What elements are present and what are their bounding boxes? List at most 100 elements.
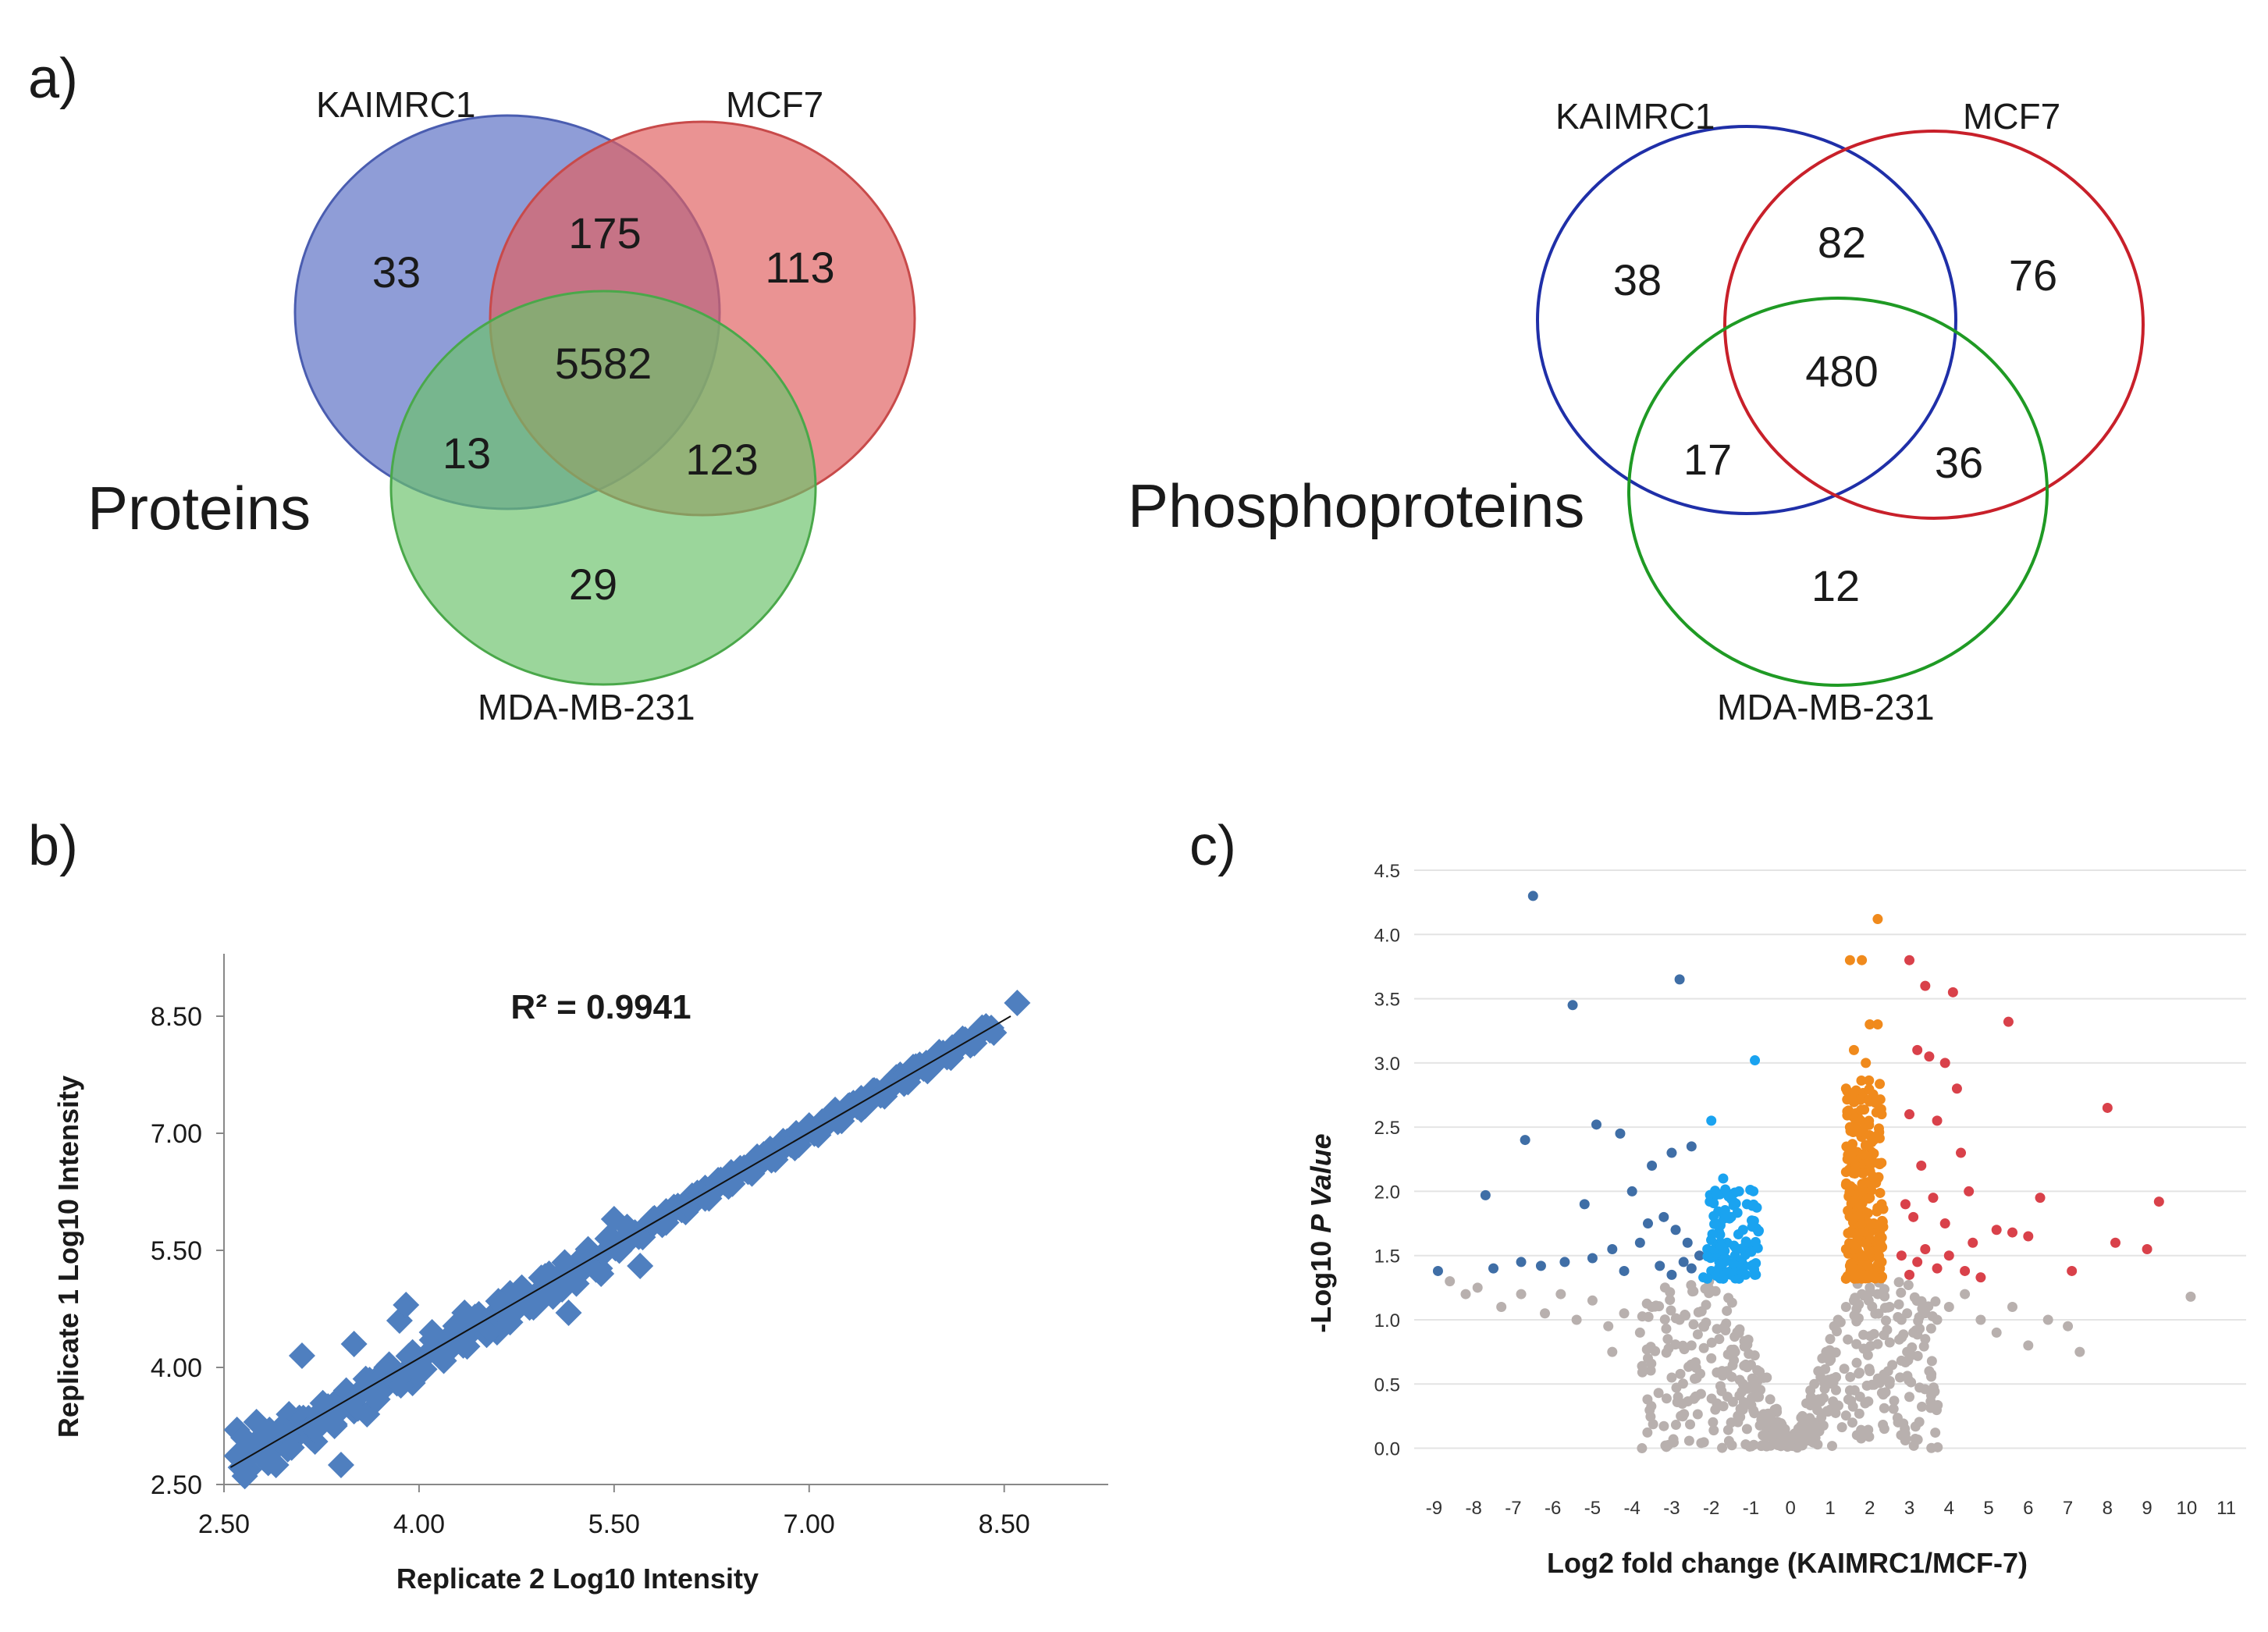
chart-c-point-ns bbox=[1641, 1298, 1652, 1309]
chart-c-point-up_strong bbox=[2102, 1102, 2113, 1113]
chart-c-point-ns bbox=[1825, 1334, 1836, 1345]
chart-c-point-up bbox=[1846, 1264, 1857, 1275]
chart-c-xtick-label: -2 bbox=[1703, 1498, 1719, 1519]
chart-b-xtick-label: 5.50 bbox=[588, 1509, 640, 1539]
venn-proteins-region-kaimrc1-mda: 13 bbox=[443, 428, 491, 478]
chart-c-point-ns bbox=[1820, 1364, 1831, 1374]
chart-c-point-ns bbox=[1665, 1305, 1676, 1316]
chart-c-point-ns bbox=[1460, 1289, 1471, 1300]
chart-c-point-ns bbox=[1710, 1285, 1721, 1296]
chart-c-point-ns bbox=[1619, 1308, 1630, 1319]
venn-proteins-title: Proteins bbox=[87, 474, 311, 542]
chart-c-point-ns bbox=[1668, 1434, 1679, 1445]
chart-c-point-up_strong bbox=[1960, 1265, 1971, 1276]
chart-c-point-down bbox=[1702, 1251, 1713, 1262]
chart-c-point-ns bbox=[1670, 1313, 1681, 1324]
chart-b-ytick-label: 2.50 bbox=[151, 1470, 202, 1500]
chart-c-ytick-label: 2.0 bbox=[1374, 1182, 1400, 1203]
chart-c-point-up_strong bbox=[1939, 1058, 1950, 1068]
chart-c-point-ns bbox=[1897, 1332, 1907, 1343]
chart-c-point-ns bbox=[1648, 1419, 1658, 1430]
chart-c-point-up_strong bbox=[1924, 1051, 1935, 1062]
chart-c-point-ns bbox=[1858, 1329, 1869, 1340]
chart-b-point bbox=[555, 1300, 582, 1326]
chart-c-point-ns bbox=[1729, 1355, 1740, 1366]
chart-c-point-down_strong bbox=[1535, 1260, 1546, 1271]
chart-c-point-up_strong bbox=[1928, 1193, 1939, 1204]
chart-c-point-ns bbox=[1747, 1373, 1758, 1384]
chart-c-point-down_strong bbox=[1579, 1199, 1590, 1210]
chart-c-point-ns bbox=[1879, 1403, 1889, 1413]
chart-c-ytick-label: 3.0 bbox=[1374, 1054, 1400, 1075]
chart-c-point-up bbox=[1857, 955, 1868, 965]
chart-c-point-ns bbox=[1645, 1342, 1656, 1353]
chart-c-point-ns bbox=[1746, 1400, 1757, 1411]
chart-c-point-up_strong bbox=[1975, 1272, 1986, 1283]
chart-c-point-ns bbox=[1661, 1393, 1672, 1404]
chart-c-ylabel-plain: -Log10 bbox=[1305, 1233, 1337, 1333]
chart-c-ytick-label: 1.5 bbox=[1374, 1246, 1400, 1268]
chart-c-point-ns bbox=[1830, 1407, 1841, 1418]
chart-b-point bbox=[627, 1253, 654, 1279]
chart-c-point-down bbox=[1708, 1211, 1719, 1221]
chart-c-point-up_strong bbox=[2023, 1231, 2034, 1242]
chart-c-point-ns bbox=[1793, 1435, 1804, 1445]
chart-c-point-ns bbox=[1908, 1440, 1919, 1451]
chart-c-point-ns bbox=[1881, 1315, 1892, 1326]
chart-c-point-ns bbox=[1649, 1301, 1660, 1312]
chart-c-point-ns bbox=[1726, 1344, 1737, 1355]
chart-c-point-ns bbox=[1854, 1368, 1865, 1379]
chart-c-point-up bbox=[1873, 1253, 1884, 1264]
chart-c-ytick-label: 2.5 bbox=[1374, 1118, 1400, 1139]
chart-c-point-ns bbox=[1637, 1443, 1648, 1454]
chart-c-xtick-label: 4 bbox=[1944, 1498, 1954, 1519]
chart-c-point-ns bbox=[1812, 1405, 1823, 1416]
chart-c-point-ns bbox=[1692, 1329, 1703, 1340]
chart-c-point-down bbox=[1723, 1211, 1734, 1222]
chart-c-point-ns bbox=[1830, 1347, 1841, 1358]
chart-c-point-up_strong bbox=[1920, 980, 1931, 991]
chart-c-point-up_strong bbox=[2153, 1196, 2164, 1207]
chart-c-point-up bbox=[1856, 1218, 1867, 1229]
chart-c-point-down_strong bbox=[1666, 1147, 1677, 1158]
chart-c-point-ns bbox=[1926, 1442, 1937, 1453]
chart-c-ytick-label: 0.0 bbox=[1374, 1439, 1400, 1460]
venn-phospho-region-all: 480 bbox=[1805, 347, 1878, 396]
chart-c-point-ns bbox=[1587, 1295, 1598, 1306]
chart-c-point-up bbox=[1844, 1238, 1855, 1249]
chart-c-point-ns bbox=[1858, 1343, 1869, 1354]
chart-b-xlabel: Replicate 2 Log10 Intensity bbox=[396, 1563, 759, 1595]
chart-c-point-ns bbox=[1913, 1316, 1924, 1327]
chart-c-point-up_strong bbox=[2110, 1237, 2120, 1248]
chart-c-point-up bbox=[1872, 1019, 1883, 1029]
chart-c-xtick-label: -1 bbox=[1743, 1498, 1759, 1519]
chart-b-point bbox=[340, 1331, 368, 1357]
chart-c-point-down bbox=[1740, 1269, 1751, 1280]
chart-c-point-ns bbox=[1644, 1405, 1655, 1416]
chart-c-ylabel: -Log10 P Value bbox=[1305, 1133, 1337, 1332]
chart-c-point-down_strong bbox=[1527, 891, 1538, 901]
chart-c-point-down_strong bbox=[1686, 1263, 1697, 1274]
chart-c-point-ns bbox=[1706, 1337, 1717, 1348]
chart-c-point-ns bbox=[1843, 1334, 1854, 1345]
chart-c-point-up_strong bbox=[2035, 1193, 2046, 1204]
chart-c-point-ns bbox=[1836, 1422, 1847, 1433]
chart-c-point-up_strong bbox=[1964, 1186, 1975, 1196]
chart-c-point-down_strong bbox=[1666, 1269, 1677, 1280]
chart-c-point-ns bbox=[1918, 1341, 1929, 1352]
chart-c-point-ns bbox=[1737, 1404, 1748, 1415]
venn-proteins-circle-mda bbox=[389, 290, 817, 686]
chart-c-point-up_strong bbox=[1908, 1211, 1919, 1222]
chart-c-point-up bbox=[1860, 1177, 1871, 1188]
chart-c-point-ns bbox=[1718, 1401, 1729, 1412]
chart-c-xtick-label: 7 bbox=[2063, 1498, 2073, 1519]
chart-c-point-ns bbox=[1734, 1374, 1745, 1385]
chart-c-ytick-label: 3.5 bbox=[1374, 990, 1400, 1011]
chart-c-point-ns bbox=[1706, 1393, 1717, 1404]
chart-c-point-ns bbox=[1693, 1307, 1704, 1317]
chart-c-point-ns bbox=[1975, 1314, 1986, 1325]
chart-c-point-ns bbox=[1699, 1321, 1710, 1332]
chart-c-point-up_strong bbox=[1920, 1243, 1931, 1254]
chart-c-point-ns bbox=[1683, 1396, 1694, 1407]
chart-c-point-ns bbox=[1879, 1284, 1890, 1295]
